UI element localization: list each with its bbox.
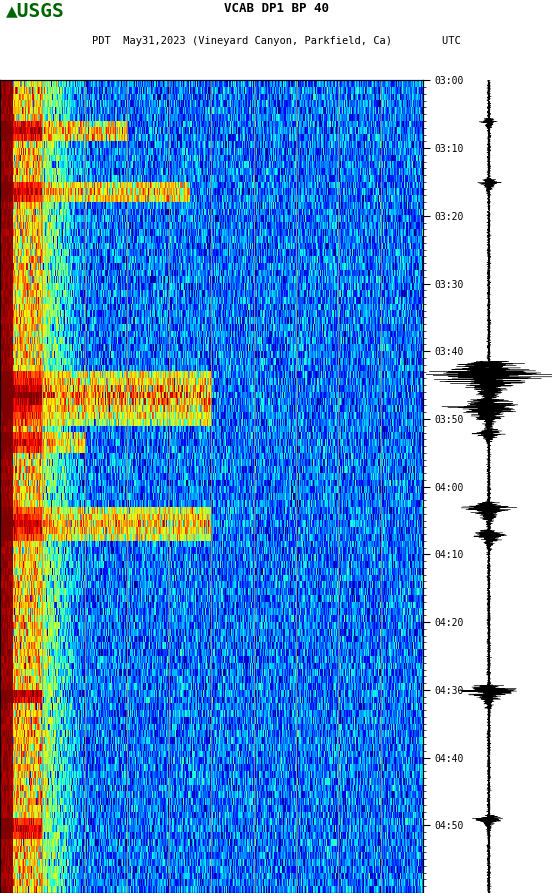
Text: ▲USGS: ▲USGS (6, 2, 64, 21)
Text: PDT  May31,2023 (Vineyard Canyon, Parkfield, Ca)        UTC: PDT May31,2023 (Vineyard Canyon, Parkfie… (92, 37, 460, 46)
Text: VCAB DP1 BP 40: VCAB DP1 BP 40 (224, 2, 328, 14)
